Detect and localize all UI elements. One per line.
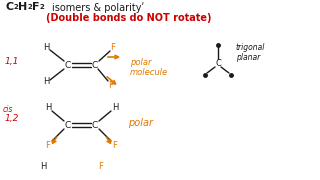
Text: 2: 2: [40, 4, 45, 10]
Text: H: H: [45, 103, 51, 112]
Text: F: F: [111, 42, 116, 51]
Text: F: F: [113, 141, 117, 150]
Text: polar: polar: [128, 118, 153, 128]
Text: F: F: [108, 80, 113, 89]
Text: 1,2: 1,2: [5, 114, 20, 123]
Text: C: C: [215, 58, 221, 68]
Text: C: C: [65, 60, 71, 69]
Text: F: F: [32, 2, 39, 12]
Text: isomers & polarityʹ: isomers & polarityʹ: [52, 2, 144, 13]
Text: (Double bonds do NOT rotate): (Double bonds do NOT rotate): [46, 13, 212, 23]
Text: H: H: [43, 44, 49, 53]
Text: C: C: [5, 2, 13, 12]
Text: H: H: [112, 103, 118, 112]
Text: cis: cis: [3, 105, 13, 114]
Text: H: H: [40, 162, 46, 171]
Text: H: H: [18, 2, 27, 12]
Text: F: F: [98, 162, 103, 171]
Text: C: C: [92, 60, 98, 69]
Text: 2: 2: [13, 4, 18, 10]
Text: trigonal
planar: trigonal planar: [236, 43, 265, 62]
Text: 1,1: 1,1: [5, 57, 20, 66]
Text: C: C: [65, 120, 71, 129]
Text: 2: 2: [27, 4, 32, 10]
Text: H: H: [43, 78, 49, 87]
Text: C: C: [92, 120, 98, 129]
Text: F: F: [45, 141, 51, 150]
Text: polar
molecule: polar molecule: [130, 58, 168, 77]
